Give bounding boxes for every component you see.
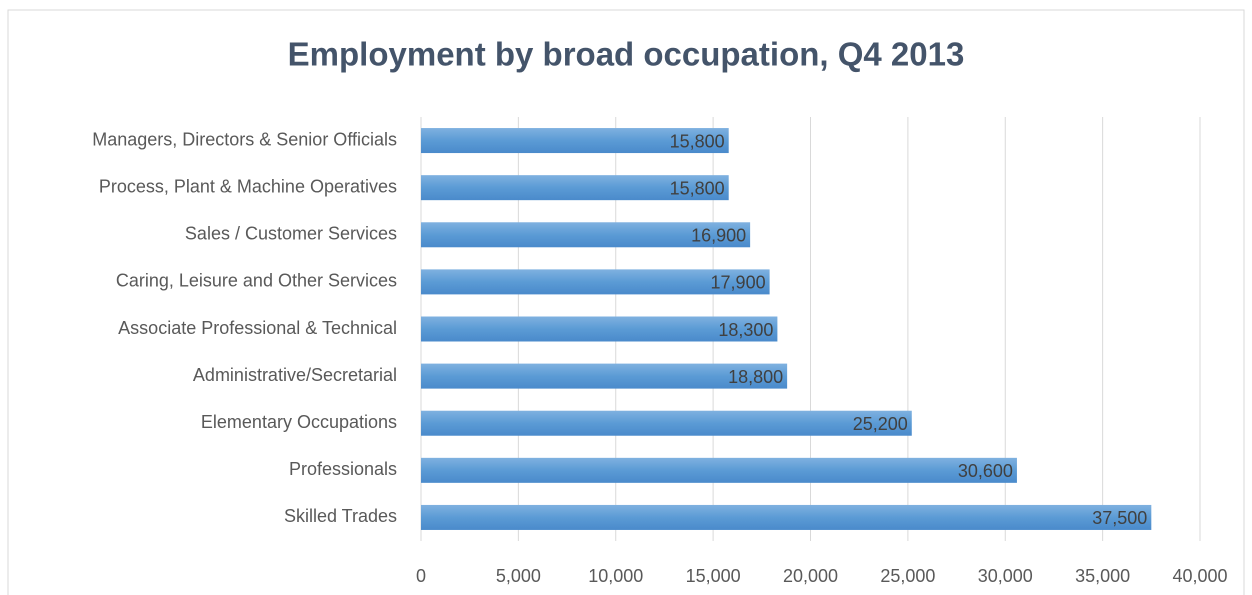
y-tick-label: Administrative/Secretarial (193, 365, 397, 385)
bar (421, 269, 770, 295)
bar (421, 457, 1017, 483)
y-tick-label: Process, Plant & Machine Operatives (99, 176, 397, 196)
y-tick-label: Elementary Occupations (201, 412, 397, 432)
x-tick-label: 20,000 (783, 566, 838, 586)
bar (421, 363, 788, 389)
x-tick-label: 35,000 (1075, 566, 1130, 586)
data-label: 15,800 (670, 131, 725, 151)
y-tick-label: Professionals (289, 459, 397, 479)
y-tick-label: Associate Professional & Technical (118, 318, 397, 338)
data-label: 16,900 (691, 226, 746, 246)
data-label: 30,600 (958, 461, 1013, 481)
bar (421, 410, 912, 436)
x-tick-label: 40,000 (1172, 566, 1227, 586)
x-tick-label: 5,000 (496, 566, 541, 586)
x-tick-label: 0 (416, 566, 426, 586)
bar (421, 128, 729, 154)
data-label: 18,800 (728, 367, 783, 387)
data-label: 37,500 (1092, 508, 1147, 528)
x-tick-label: 15,000 (686, 566, 741, 586)
data-label: 25,200 (853, 414, 908, 434)
y-tick-label: Caring, Leisure and Other Services (116, 271, 397, 291)
data-label: 17,900 (711, 273, 766, 293)
bar (421, 504, 1152, 530)
y-tick-label: Sales / Customer Services (185, 224, 397, 244)
bar (421, 316, 778, 342)
y-tick-label: Skilled Trades (284, 506, 397, 526)
chart-title: Employment by broad occupation, Q4 2013 (288, 36, 965, 73)
chart-frame (7, 9, 1245, 595)
data-label: 18,300 (718, 320, 773, 340)
x-tick-label: 25,000 (880, 566, 935, 586)
bar (421, 175, 729, 201)
x-tick-label: 30,000 (978, 566, 1033, 586)
bar (421, 222, 751, 248)
x-tick-label: 10,000 (588, 566, 643, 586)
y-tick-label: Managers, Directors & Senior Officials (92, 129, 397, 149)
data-label: 15,800 (670, 178, 725, 198)
